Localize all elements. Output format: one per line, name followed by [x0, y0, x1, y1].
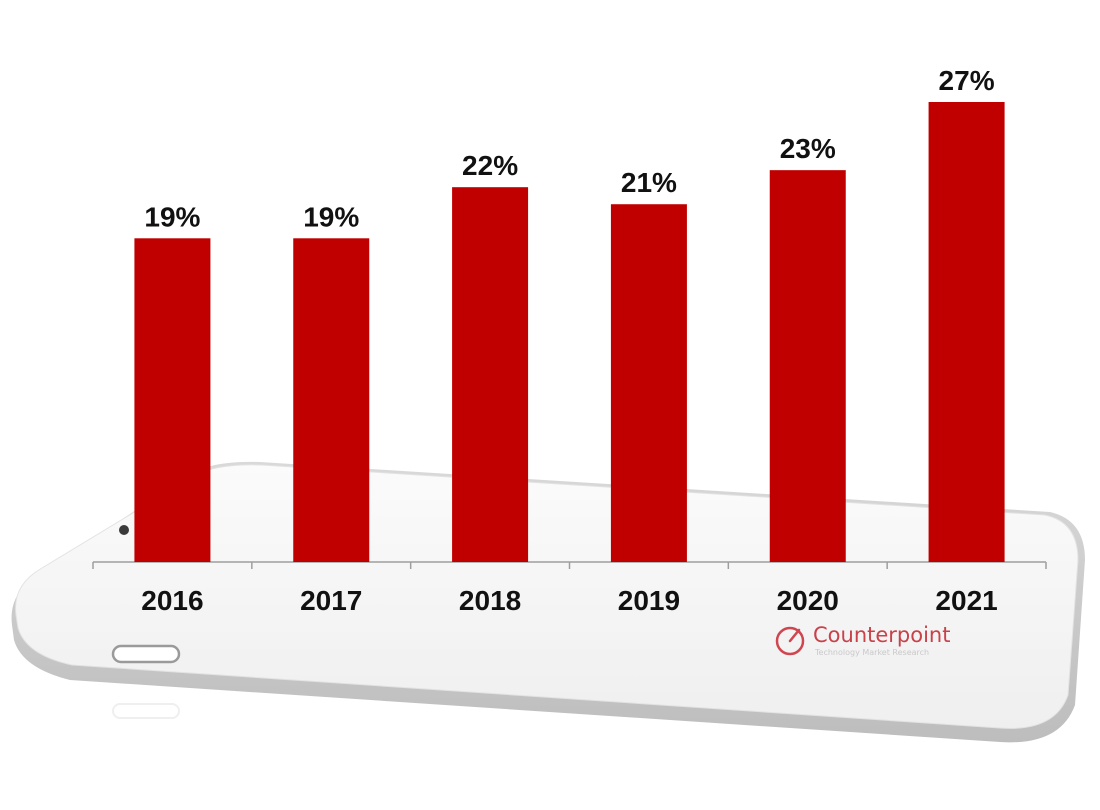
value-label-2017: 19%	[303, 201, 359, 232]
value-labels: 19% 19% 22% 21% 23% 27%	[144, 65, 994, 232]
x-axis-ticks	[92, 562, 1047, 569]
counterpoint-logo: Counterpoint Technology Market Research	[775, 623, 950, 657]
category-label-2018: 2018	[459, 585, 521, 616]
category-label-2021: 2021	[935, 585, 997, 616]
logo-mark-icon	[775, 626, 805, 656]
bar-2020	[769, 170, 846, 563]
bar-2016	[134, 238, 211, 562]
logo-tagline: Technology Market Research	[814, 648, 929, 657]
value-label-2021: 27%	[939, 65, 995, 96]
bar-2019	[610, 204, 687, 562]
bar-2021	[928, 102, 1005, 562]
logo-mark-hand	[788, 628, 801, 643]
bar-2018	[452, 187, 529, 562]
logo-name: Counterpoint	[813, 623, 950, 647]
value-label-2018: 22%	[462, 150, 518, 181]
bar-2017	[293, 238, 370, 562]
category-labels: 2016 2017 2018 2019 2020 2021	[141, 585, 997, 616]
category-label-2019: 2019	[618, 585, 680, 616]
phone-camera	[119, 525, 129, 535]
value-label-2019: 21%	[621, 167, 677, 198]
category-label-2020: 2020	[777, 585, 839, 616]
phone-reflection	[112, 703, 180, 719]
value-label-2020: 23%	[780, 133, 836, 164]
bar-series	[134, 102, 1005, 563]
phone-home-button	[111, 644, 181, 664]
value-label-2016: 19%	[144, 201, 200, 232]
category-label-2017: 2017	[300, 585, 362, 616]
category-label-2016: 2016	[141, 585, 203, 616]
